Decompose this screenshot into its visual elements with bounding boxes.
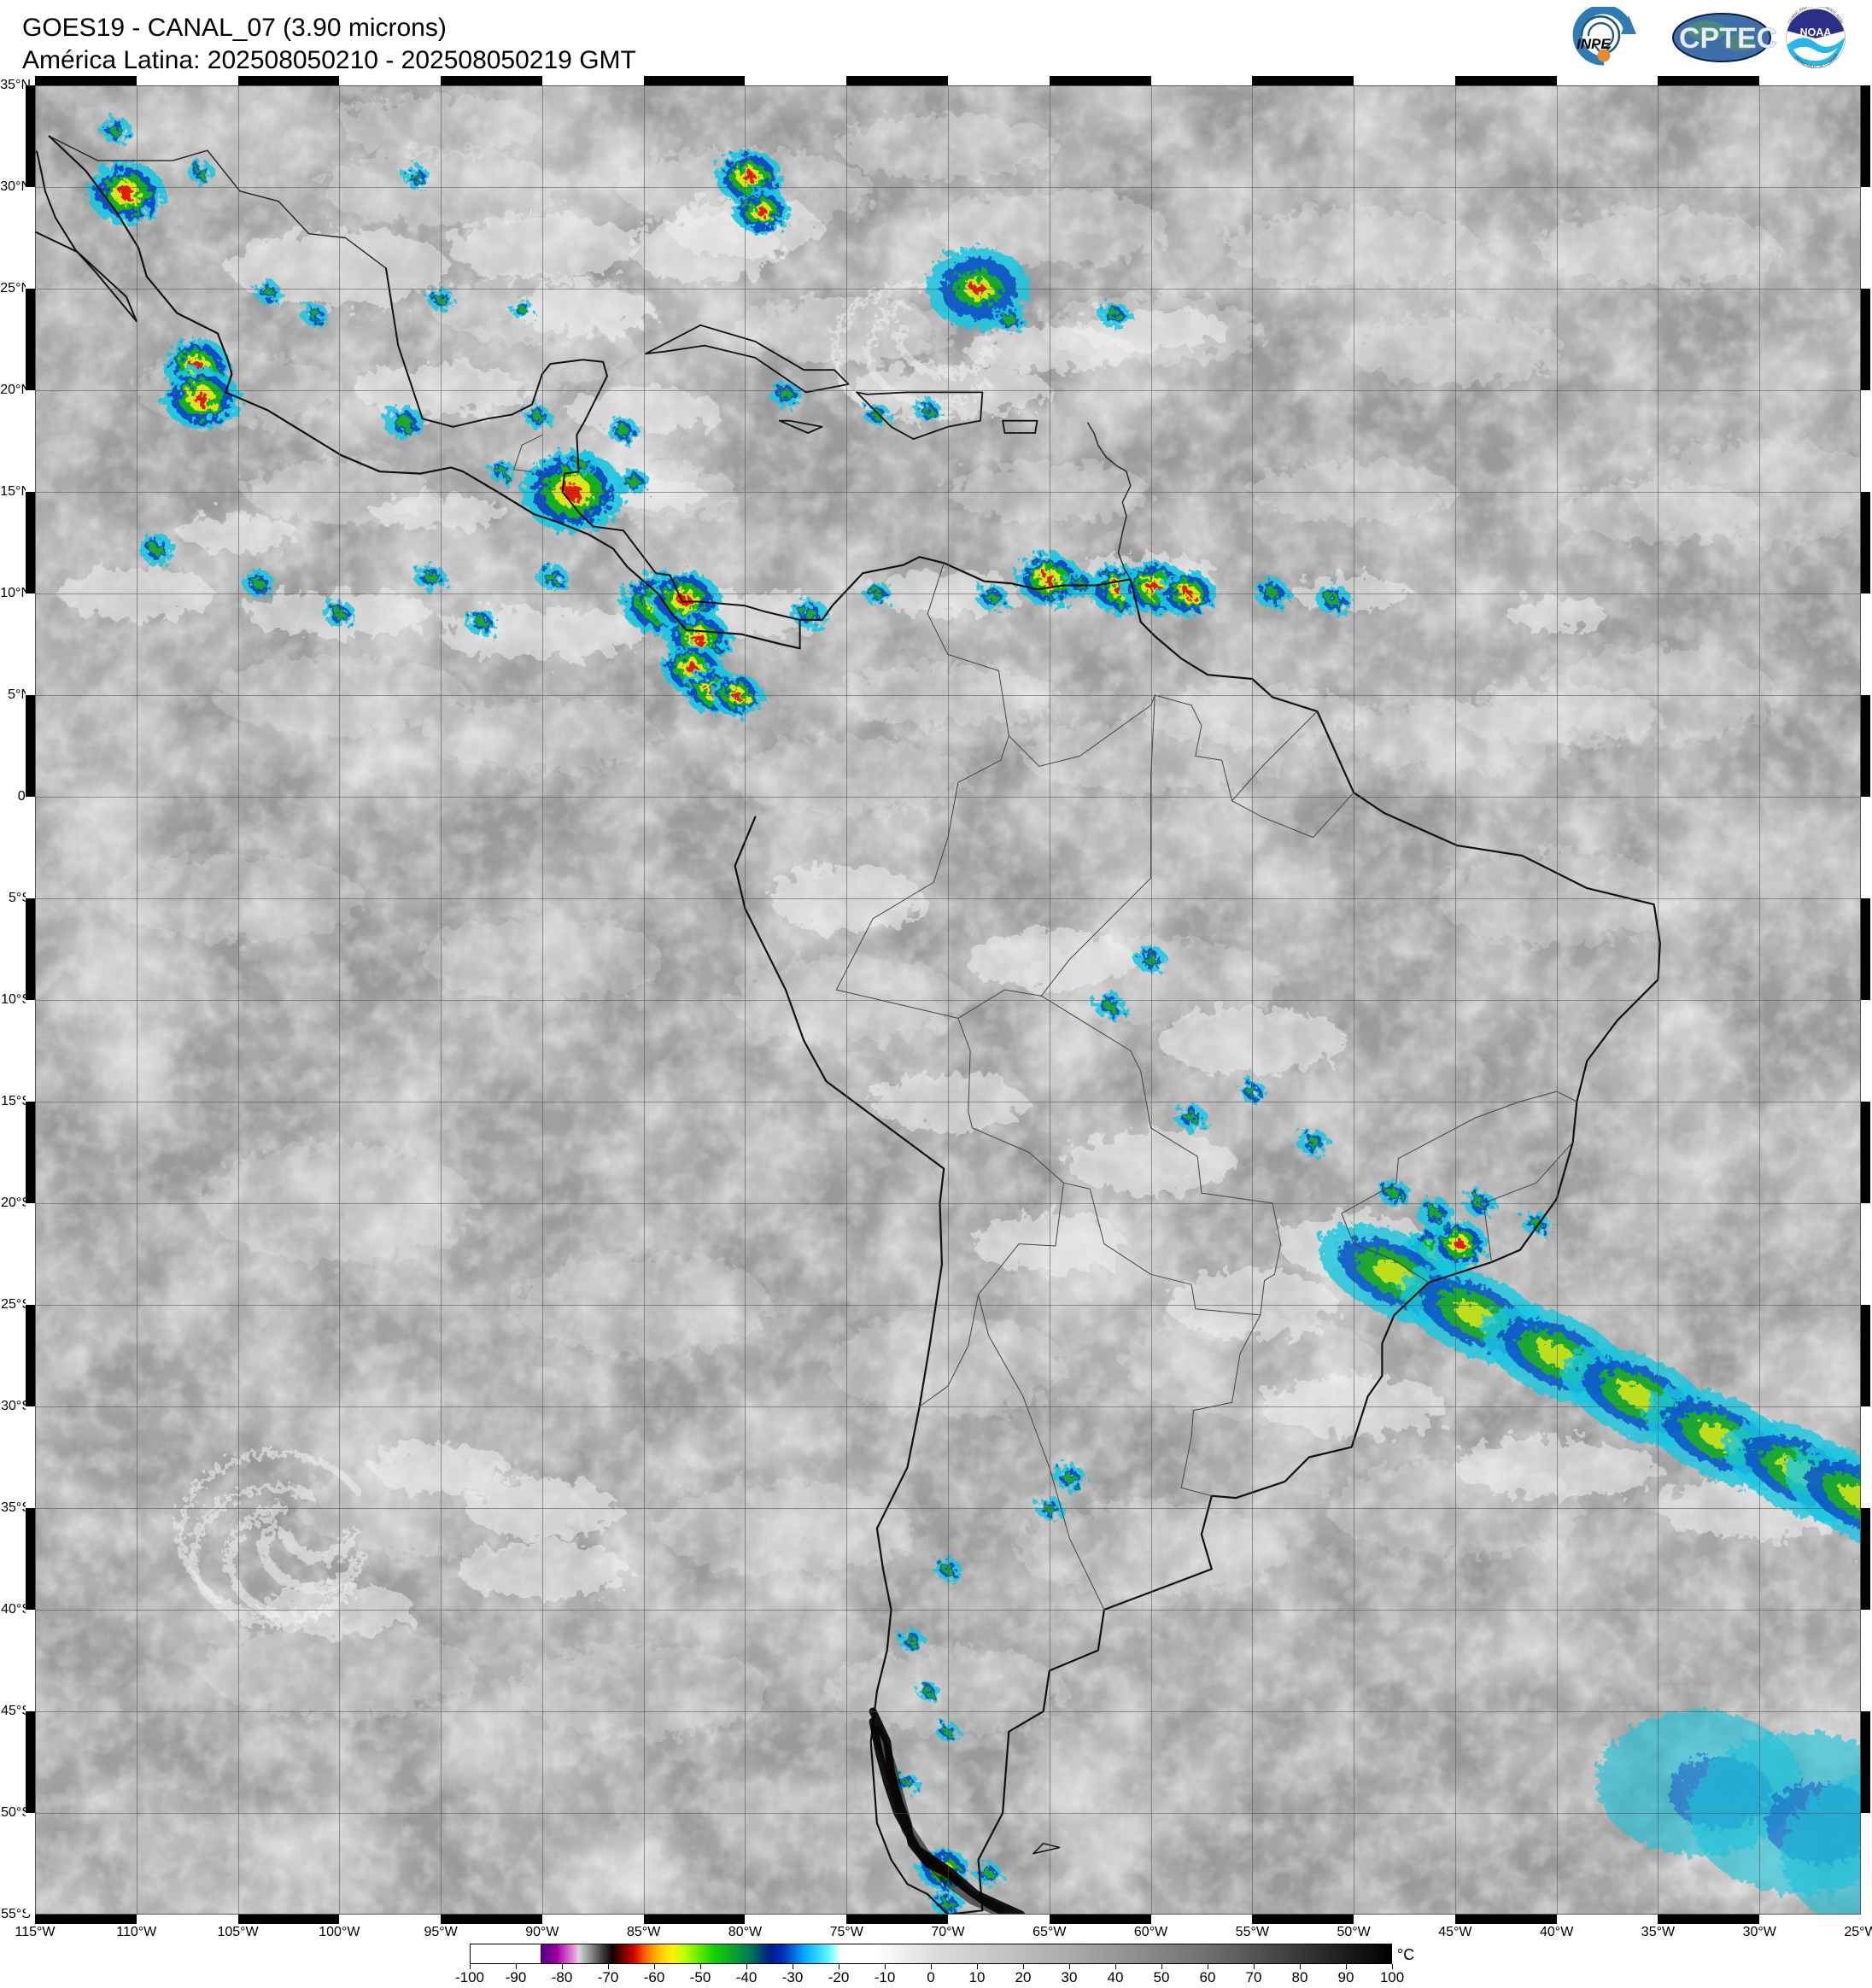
svg-text:CPTEC: CPTEC <box>1679 22 1777 55</box>
svg-text:INPE: INPE <box>1577 36 1611 52</box>
svg-text:NOAA: NOAA <box>1800 26 1832 38</box>
